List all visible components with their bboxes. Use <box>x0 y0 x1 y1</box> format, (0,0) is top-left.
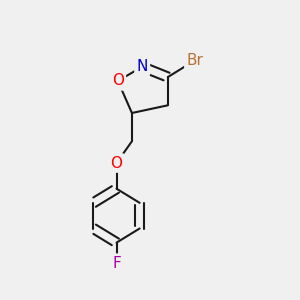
Text: F: F <box>112 256 121 271</box>
Text: N: N <box>136 59 148 74</box>
Text: O: O <box>110 155 122 170</box>
Text: O: O <box>112 74 124 88</box>
Text: Br: Br <box>186 53 203 68</box>
